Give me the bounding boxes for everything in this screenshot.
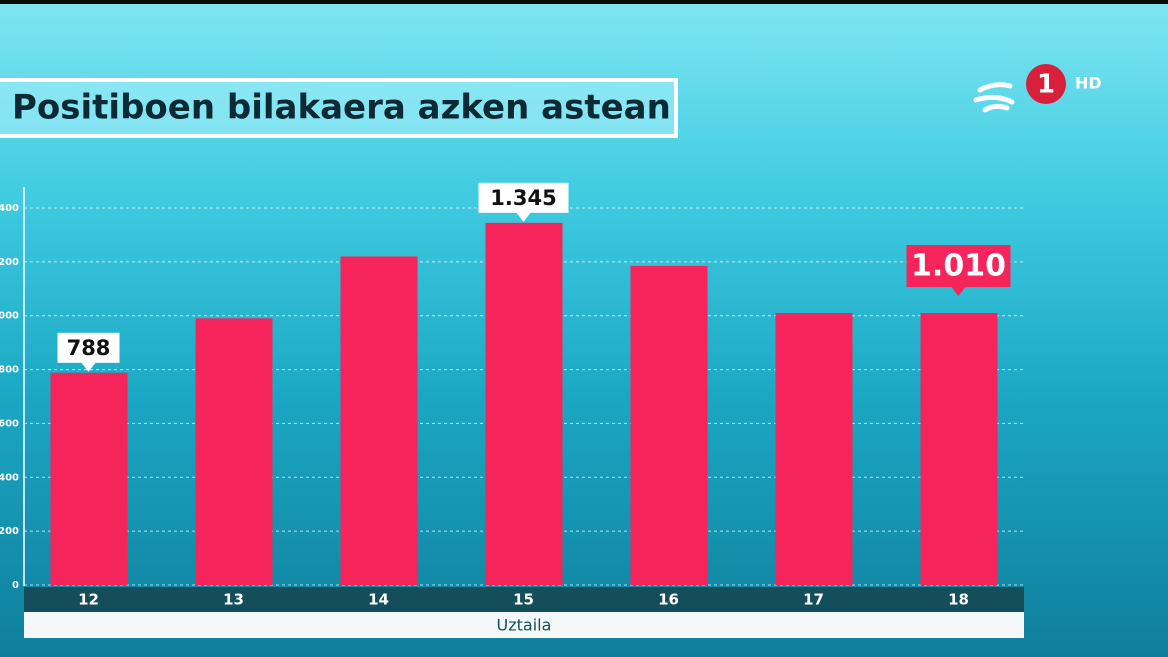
value-label: 788: [67, 336, 111, 360]
title-box: [0, 78, 678, 138]
x-axis-band: [24, 587, 1024, 612]
x-tick-label: 18: [948, 591, 969, 609]
x-axis-label: Uztaila: [497, 616, 552, 635]
value-label-pointer: [516, 212, 531, 222]
logo-waves: [973, 82, 1015, 113]
bar: [920, 313, 998, 585]
y-tick-label: 1.000: [0, 311, 19, 322]
x-tick-label: 15: [513, 591, 534, 609]
y-tick-label: 0: [12, 580, 19, 591]
x-tick-label: 17: [803, 591, 824, 609]
x-tick-label: 16: [658, 591, 679, 609]
value-label: 1.345: [490, 186, 556, 210]
value-label-pointer: [951, 287, 966, 297]
value-label: 1.010: [911, 249, 1006, 284]
y-tick-label: 1.400: [0, 203, 19, 214]
bar: [340, 256, 418, 585]
y-tick-label: 600: [0, 418, 19, 429]
bar: [630, 265, 708, 585]
bar: [195, 318, 273, 585]
x-tick-label: 14: [368, 591, 389, 609]
x-label-band: [24, 612, 1024, 638]
bar: [775, 313, 853, 585]
value-label-box: [478, 182, 569, 213]
logo-number: 1: [1037, 70, 1055, 100]
value-label-box: [57, 332, 120, 363]
logo-label: HD: [1075, 74, 1102, 93]
chart-title: Positiboen bilakaera azken astean: [12, 88, 671, 128]
y-tick-label: 800: [0, 365, 19, 376]
y-tick-label: 400: [0, 472, 19, 483]
value-label-box: [906, 245, 1011, 288]
y-tick-label: 200: [0, 526, 19, 537]
logo-circle: [1026, 64, 1066, 104]
channel-logo: 1 HD: [973, 64, 1102, 113]
x-tick-label: 12: [78, 591, 99, 609]
y-tick-label: 1.200: [0, 257, 19, 268]
bar: [50, 372, 128, 585]
value-label-pointer: [81, 362, 96, 372]
x-tick-label: 13: [223, 591, 244, 609]
top-edge: [0, 0, 1168, 4]
bar: [485, 222, 563, 585]
